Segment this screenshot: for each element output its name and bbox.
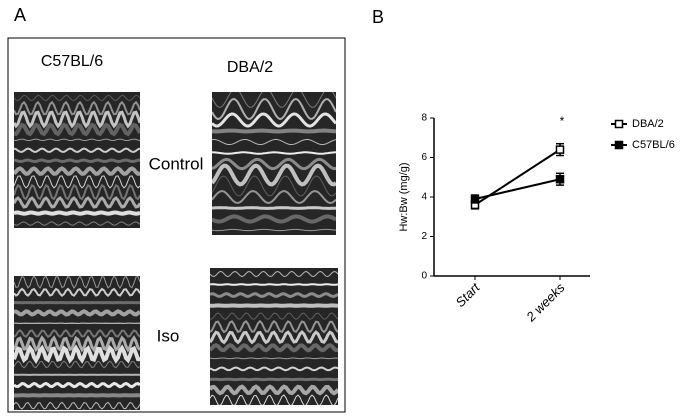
echo-line	[14, 328, 140, 339]
echo-line	[212, 236, 336, 246]
echo-line	[212, 97, 336, 121]
echo-line	[14, 309, 140, 317]
echo-line	[210, 330, 338, 345]
echo-line	[212, 92, 336, 108]
echo-line	[210, 319, 338, 334]
row-label: Control	[149, 154, 204, 173]
echo-line	[210, 357, 338, 360]
echo-line	[14, 175, 140, 189]
y-tick-label: 0	[421, 271, 427, 282]
echo-line	[212, 151, 336, 155]
echo-line	[210, 270, 338, 278]
y-tick-label: 8	[421, 113, 427, 124]
echo-line	[210, 292, 338, 299]
echo-line	[212, 189, 336, 205]
panel-frame	[7, 37, 346, 413]
echo-image	[14, 276, 140, 410]
echo-line	[212, 228, 336, 232]
marker	[555, 145, 565, 154]
legend-marker	[614, 140, 624, 150]
echo-line	[212, 163, 336, 187]
echo-line	[14, 276, 140, 289]
series-line	[474, 178, 561, 200]
echo-line	[210, 384, 338, 396]
echo-line	[14, 147, 140, 153]
panel-label: B	[372, 7, 384, 27]
echo-line	[211, 404, 327, 405]
echo-line	[212, 112, 336, 128]
x-tick-label: Start	[453, 279, 484, 310]
y-tick-label: 4	[421, 192, 427, 203]
annotation: *	[560, 114, 565, 128]
echo-line	[14, 166, 140, 176]
echo-line	[14, 138, 140, 141]
row-label: Iso	[157, 326, 180, 345]
echo-line	[212, 157, 336, 171]
echo-image	[14, 92, 140, 234]
echo-line	[212, 206, 336, 210]
echo-image	[210, 268, 338, 405]
plot: 0 2 4 6 8 Start 2 weeks * DBA/2 C57BL/6	[421, 113, 674, 325]
echo-line	[14, 335, 140, 353]
echo-line	[14, 233, 140, 234]
echo-line	[14, 100, 140, 116]
echo-line	[14, 158, 140, 164]
echo-line	[210, 366, 338, 372]
echo-line	[210, 394, 338, 405]
column-label: DBA/2	[227, 59, 273, 76]
echo-images	[14, 92, 338, 410]
y-tick-label: 6	[421, 152, 427, 163]
marker	[470, 194, 480, 204]
echo-line	[14, 110, 140, 129]
panel-label: A	[14, 5, 26, 25]
y-axis-label: Hw:Bw (mg/g)	[398, 162, 410, 231]
legend-marker	[614, 119, 624, 129]
echo-image	[212, 92, 336, 246]
echo-line	[212, 175, 336, 197]
echo-line	[14, 210, 140, 216]
legend-label: DBA/2	[632, 118, 664, 130]
echo-line	[14, 287, 140, 298]
echo-line	[14, 344, 140, 365]
x-tick-label: 2 weeks	[523, 280, 568, 325]
echo-line	[14, 122, 140, 137]
marker	[555, 174, 565, 184]
echo-line	[210, 312, 338, 320]
echo-line	[210, 342, 338, 353]
echo-line	[212, 128, 336, 134]
echo-line	[14, 401, 140, 410]
echo-line	[14, 183, 140, 201]
echo-background	[210, 268, 338, 405]
y-tick-label: 2	[421, 231, 427, 242]
echo-line	[14, 196, 140, 209]
echo-line	[212, 138, 336, 146]
echo-line	[14, 221, 140, 226]
echo-line	[14, 360, 140, 369]
echo-line	[14, 94, 140, 102]
echo-line	[212, 214, 336, 224]
column-label: C57BL/6	[41, 53, 103, 70]
echo-line	[210, 283, 338, 286]
legend-label: C57BL/6	[632, 139, 675, 151]
echo-line	[14, 381, 140, 389]
